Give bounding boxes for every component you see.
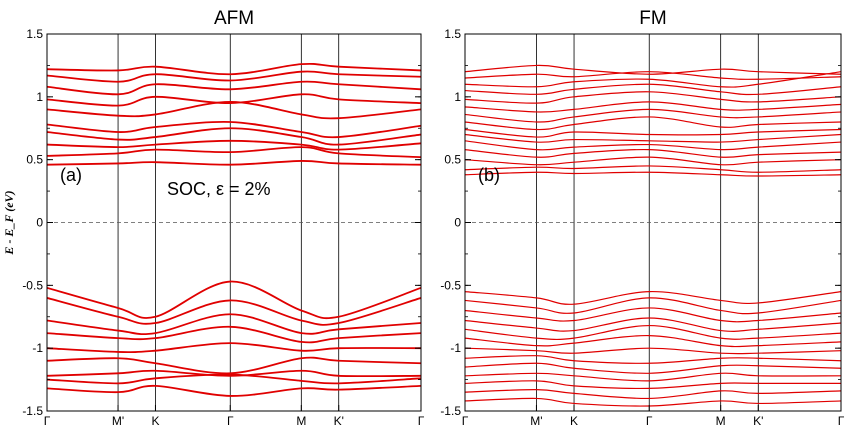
band-line <box>465 133 841 143</box>
band-line <box>47 356 421 375</box>
k-point-label: Γ <box>44 414 51 428</box>
y-tick-label: 0 <box>454 216 461 230</box>
y-tick-label: 0 <box>36 216 43 230</box>
y-tick-label: 1.5 <box>444 27 461 41</box>
chart-title: AFM <box>214 8 254 29</box>
y-tick-label: -1 <box>450 341 461 355</box>
band-line <box>465 297 841 315</box>
band-line <box>465 116 841 131</box>
fm-panel: 1.510.50-0.5-1-1.5Γ M' K Γ M K' ΓFM(b) <box>440 8 844 428</box>
band-line <box>465 101 841 113</box>
panel-label: (a) <box>60 165 82 185</box>
band-line <box>465 372 841 382</box>
band-line <box>47 70 421 83</box>
band-line <box>465 91 841 104</box>
k-point-label: Γ <box>227 414 234 428</box>
band-line <box>465 291 841 305</box>
band-line <box>465 347 841 355</box>
y-tick-label: 0.5 <box>26 153 43 167</box>
k-point-label: Γ <box>646 414 653 428</box>
k-point-label: M <box>296 414 306 428</box>
band-line <box>465 71 841 80</box>
k-point-label: K' <box>334 414 344 428</box>
y-tick-label: 1.5 <box>26 27 43 41</box>
k-point-label: K' <box>753 414 763 428</box>
band-line <box>47 93 421 107</box>
band-line <box>465 317 841 332</box>
chart-title: FM <box>639 8 666 29</box>
band-line <box>465 128 841 138</box>
band-line <box>47 297 421 326</box>
y-tick-label: -0.5 <box>440 278 461 292</box>
band-line <box>465 64 841 75</box>
band-line <box>465 380 841 390</box>
band-line <box>47 373 421 385</box>
band-line <box>465 397 841 407</box>
band-line <box>465 165 841 173</box>
k-point-label: K <box>570 414 578 428</box>
k-point-label: M' <box>112 414 124 428</box>
band-line <box>465 156 841 166</box>
k-point-label: K <box>151 414 159 428</box>
band-line <box>465 148 841 158</box>
y-tick-label: -1 <box>32 341 43 355</box>
band-line <box>465 334 841 348</box>
panel-label: (b) <box>478 165 500 185</box>
k-point-label: Γ <box>838 414 845 428</box>
y-tick-label: -1.5 <box>440 404 461 418</box>
k-point-label: Γ <box>418 414 425 428</box>
annotation-text: SOC, ε = 2% <box>167 179 271 199</box>
band-line <box>465 362 841 374</box>
band-line <box>47 62 421 76</box>
y-tick-label: 1 <box>454 90 461 104</box>
band-line <box>47 160 421 166</box>
y-tick-label: 0.5 <box>444 153 461 167</box>
y-tick-label: -0.5 <box>22 278 43 292</box>
band-line <box>47 139 421 151</box>
band-line <box>47 342 421 354</box>
band-line <box>47 369 421 378</box>
band-line <box>465 389 841 400</box>
y-tick-label: -1.5 <box>22 404 43 418</box>
band-line <box>465 171 841 177</box>
band-line <box>465 71 841 88</box>
y-axis-label: E - E_F (eV) <box>2 190 16 255</box>
band-line <box>465 307 841 323</box>
band-line <box>47 80 421 96</box>
band-line <box>47 146 421 159</box>
band-line <box>465 108 841 123</box>
k-point-label: M' <box>530 414 542 428</box>
band-line <box>465 140 841 151</box>
y-tick-label: 1 <box>36 90 43 104</box>
band-line <box>47 100 421 120</box>
band-line <box>47 313 421 336</box>
band-line <box>465 324 841 341</box>
band-line <box>47 384 421 397</box>
band-line <box>465 355 841 364</box>
band-line <box>47 325 421 344</box>
band-line <box>47 280 421 320</box>
band-line <box>465 83 841 96</box>
k-point-label: M <box>716 414 726 428</box>
band-line <box>47 120 421 139</box>
k-point-label: Γ <box>462 414 469 428</box>
band-line <box>47 127 421 146</box>
